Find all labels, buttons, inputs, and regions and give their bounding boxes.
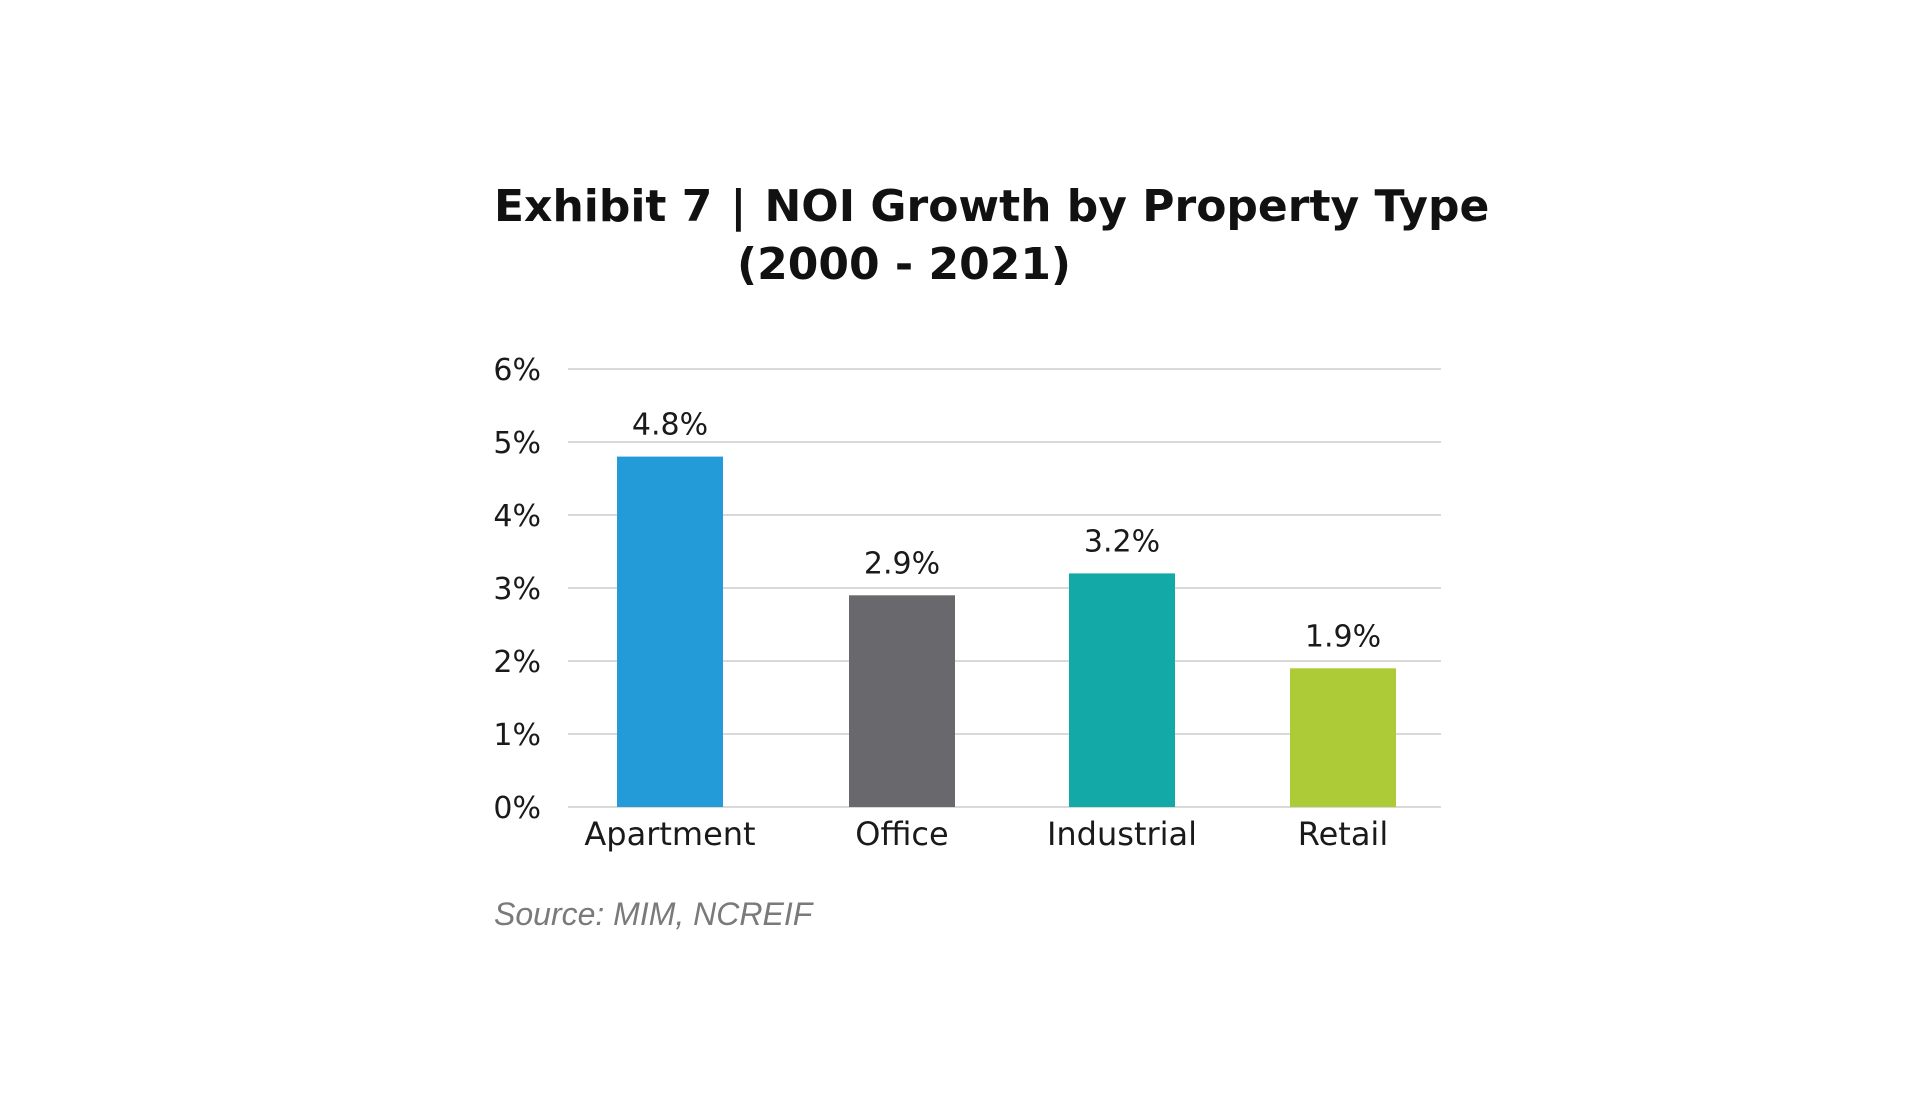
y-tick-label: 6% (493, 353, 541, 388)
data-label: 4.8% (632, 408, 708, 443)
data-label: 1.9% (1305, 619, 1381, 654)
data-label: 2.9% (864, 546, 940, 581)
bar (1069, 573, 1175, 807)
data-label: 3.2% (1084, 524, 1160, 559)
bar (617, 456, 723, 807)
y-tick-label: 5% (493, 426, 541, 461)
x-tick-label: Apartment (584, 815, 755, 853)
x-tick-label: Industrial (1047, 815, 1197, 853)
x-tick-label: Retail (1298, 815, 1388, 853)
bar (1290, 668, 1396, 807)
y-tick-label: 1% (493, 718, 541, 753)
y-tick-label: 4% (493, 499, 541, 534)
y-tick-label: 2% (493, 645, 541, 680)
x-tick-label: Office (855, 815, 948, 853)
title-line-2: (2000 - 2021) (737, 239, 1072, 290)
title-line-1: Exhibit 7 | NOI Growth by Property Type (494, 178, 1489, 236)
y-tick-label: 0% (493, 791, 541, 826)
y-tick-label: 3% (493, 572, 541, 607)
title-text: NOI Growth by Property Type (764, 181, 1490, 232)
exhibit-label: Exhibit 7 (494, 181, 713, 232)
bar (849, 595, 955, 807)
title-separator: | (730, 181, 747, 232)
chart-title: Exhibit 7 | NOI Growth by Property Type (2… (494, 178, 1489, 294)
source-note: Source: MIM, NCREIF (494, 896, 813, 932)
